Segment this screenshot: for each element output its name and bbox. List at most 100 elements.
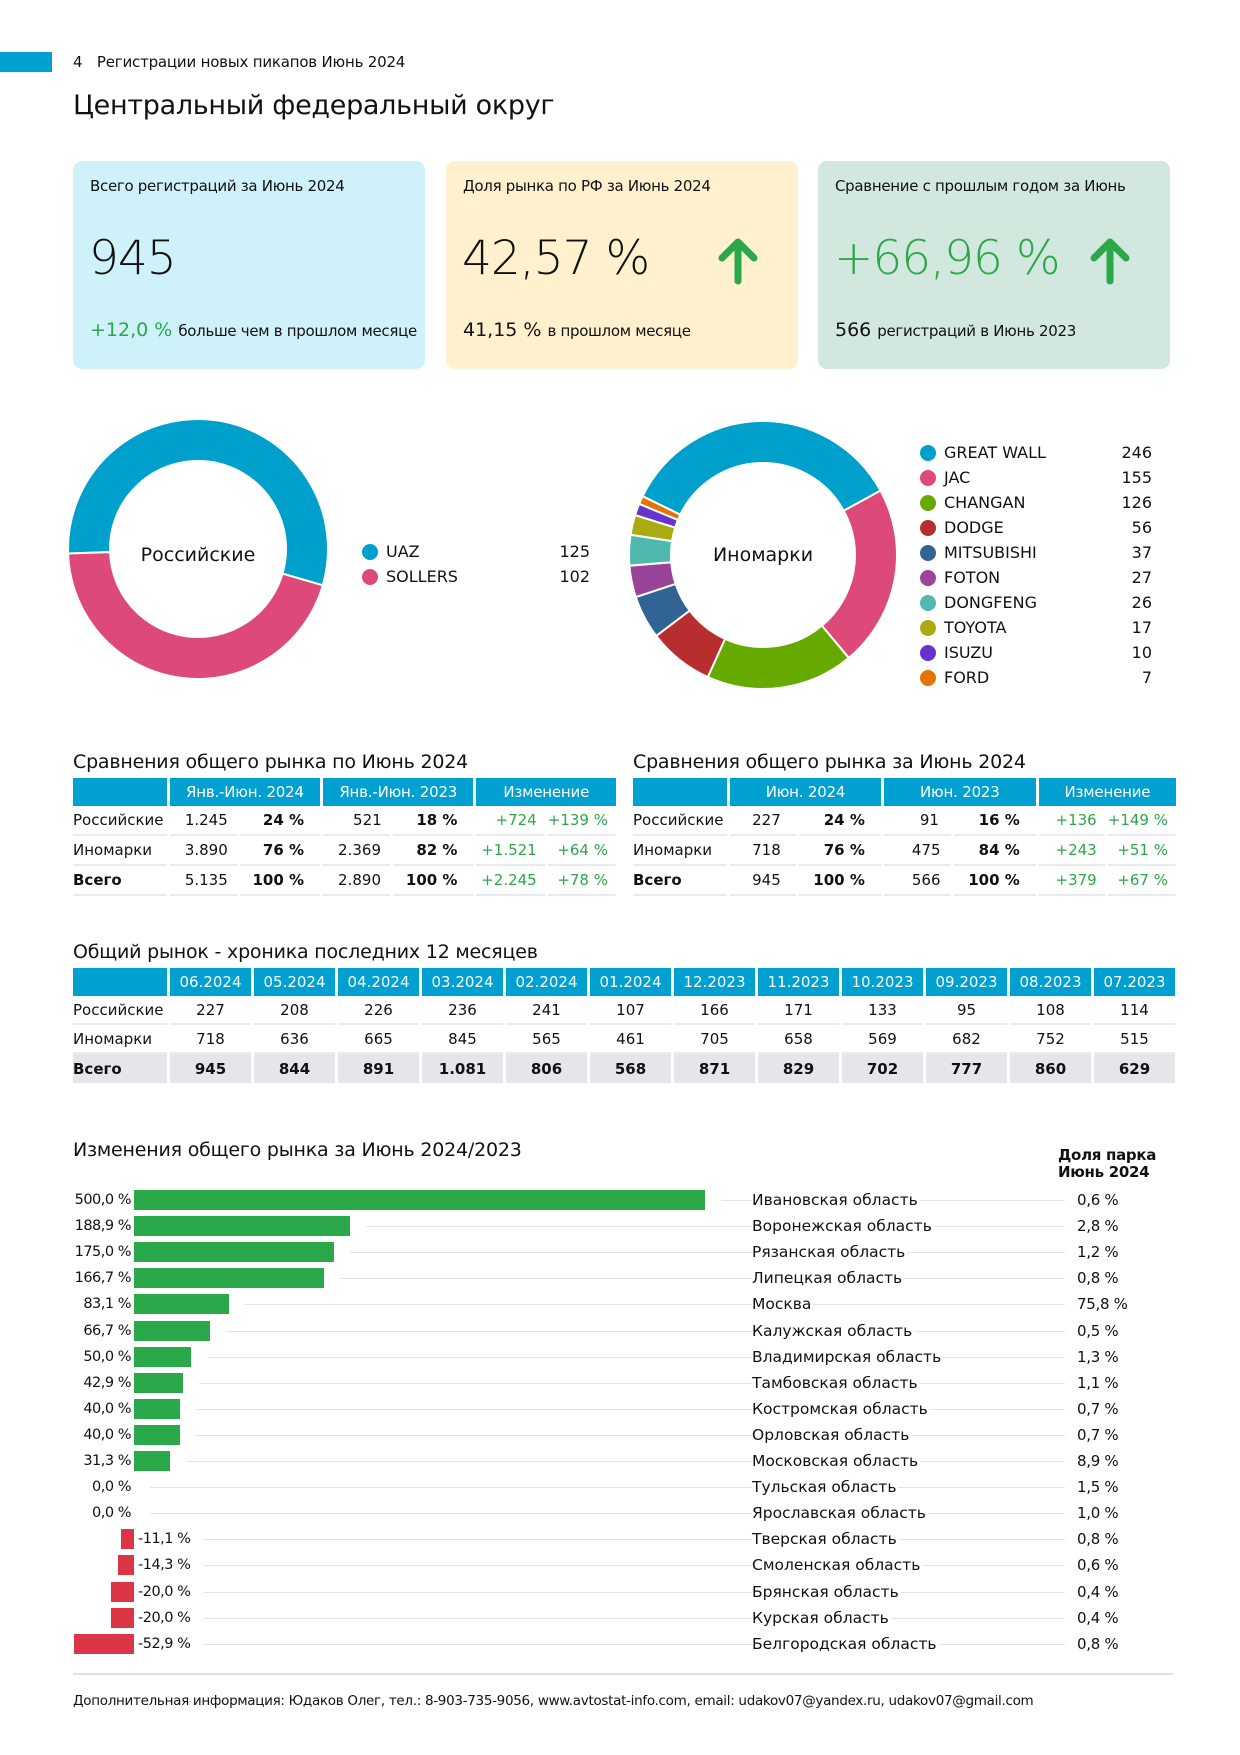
bar: [134, 1424, 180, 1445]
column-header: [73, 778, 167, 806]
cell: 241: [506, 996, 587, 1025]
bar: [134, 1190, 705, 1210]
bar: [134, 1320, 211, 1341]
cell: +139 %: [547, 806, 616, 836]
donut-center-label: Российские: [140, 544, 256, 566]
legend-color-dot: [920, 470, 936, 486]
region-label: Ярославская область: [752, 1503, 928, 1524]
table-row: Иномарки 718 76 % 475 84 % +243 +51 %: [633, 836, 1176, 866]
legend-label: CHANGAN: [944, 493, 1026, 512]
legend-label: JAC: [944, 468, 971, 487]
bar-row: 188,9 % Воронежская область 2,8 %: [0, 1213, 1240, 1239]
legend-item: CHANGAN 126: [920, 490, 1152, 515]
bar-value-label: -52,9 %: [138, 1635, 191, 1652]
cell: 705: [674, 1025, 755, 1054]
card-title: Доля рынка по РФ за Июнь 2024: [463, 177, 711, 195]
card-foot-value: +12,0 %: [90, 319, 173, 341]
cell: +1.521: [476, 836, 545, 866]
cell: +64 %: [547, 836, 616, 866]
card-footer: +12,0 % больше чем в прошлом месяце: [90, 317, 417, 344]
cell: 18 %: [393, 806, 474, 836]
gridline: [226, 1330, 1065, 1332]
cell: 226: [338, 996, 419, 1025]
page-header: 4 Регистрации новых пикапов Июнь 2024: [73, 52, 405, 72]
cell: 166: [674, 996, 755, 1025]
bar-value-label: 31,3 %: [83, 1453, 131, 1469]
cell: +149 %: [1107, 806, 1176, 836]
bar-row: 500,0 % Ивановская область 0,6 %: [0, 1187, 1240, 1213]
donut-slice-changan: [706, 624, 851, 690]
region-label: Ивановская область: [752, 1190, 920, 1210]
gridline: [204, 1539, 1065, 1541]
donut-slice-jac: [820, 489, 898, 660]
bar-row: 42,9 % Тамбовская область 1,1 %: [0, 1370, 1240, 1396]
legend-item: TOYOTA 17: [920, 615, 1152, 640]
card-value: +66,96 %: [834, 231, 1061, 286]
legend-item: DONGFENG 26: [920, 590, 1152, 615]
region-label: Калужская область: [752, 1320, 915, 1341]
share-value: 1,3 %: [1077, 1347, 1119, 1366]
gridline: [204, 1565, 1065, 1567]
region-label: Орловская область: [752, 1424, 912, 1445]
region-label: Костромская область: [752, 1398, 930, 1419]
legend-label: GREAT WALL: [944, 443, 1046, 462]
table-history: 06.2024 05.2024 04.2024 03.2024 02.2024 01.20…: [70, 968, 1178, 1083]
cell: 658: [758, 1025, 839, 1054]
legend-item: UAZ 125: [362, 539, 590, 564]
legend-color-dot: [920, 445, 936, 461]
bar-row: 40,0 % Костромская область 0,7 %: [0, 1396, 1240, 1422]
cell: 24 %: [239, 806, 321, 836]
bar-row: 0,0 % Тульская область 1,5 %: [0, 1474, 1240, 1500]
bar-value-label: -20,0 %: [138, 1583, 191, 1600]
bar-value-label: 40,0 %: [83, 1426, 131, 1443]
bar: [134, 1372, 183, 1393]
bar-value-label: -11,1 %: [138, 1531, 191, 1548]
cell: 24 %: [799, 806, 881, 836]
gridline: [150, 1513, 1065, 1515]
legend-item: FOTON 27: [920, 565, 1152, 590]
kpi-card-total: Всего регистраций за Июнь 2024 945 +12,0…: [73, 161, 425, 369]
share-value: 0,6 %: [1077, 1191, 1119, 1209]
donut-slice-uaz: [67, 418, 329, 587]
bar-value-label: 0,0 %: [92, 1479, 131, 1496]
cell: 945: [730, 866, 797, 896]
cell: 114: [1094, 996, 1175, 1025]
gridline: [207, 1356, 1065, 1358]
row-label: Всего: [633, 866, 728, 896]
card-foot-text: больше чем в прошлом месяце: [178, 322, 417, 340]
column-header-month: 04.2024: [338, 968, 419, 996]
cell: 227: [170, 996, 251, 1025]
gridline: [204, 1591, 1065, 1593]
share-value: 1,1 %: [1077, 1373, 1119, 1392]
share-value: 8,9 %: [1077, 1452, 1119, 1470]
row-label: Всего: [73, 1054, 167, 1083]
gridline: [195, 1408, 1065, 1410]
legend-label: SOLLERS: [386, 567, 458, 586]
cell: 91: [883, 806, 952, 836]
table-month: Июн. 2024 Июн. 2023 Изменение Российские…: [630, 778, 1179, 896]
cell: +243: [1038, 836, 1105, 866]
kpi-card-market-share: Доля рынка по РФ за Июнь 2024 42,57 % 41…: [446, 161, 798, 369]
cell: 636: [254, 1025, 335, 1054]
bar-row: -20,0 % Курская область 0,4 %: [0, 1605, 1240, 1631]
cell: 5.135: [169, 866, 237, 896]
cell: 569: [842, 1025, 923, 1054]
card-title: Всего регистраций за Июнь 2024: [90, 177, 345, 195]
legend-value: 26: [1131, 593, 1152, 612]
column-header: Июн. 2023: [883, 778, 1036, 806]
bar-row: -52,9 % Белгородская область 0,8 %: [0, 1631, 1240, 1657]
column-header: Изменение: [476, 778, 616, 806]
legend-value: 125: [559, 542, 590, 561]
share-value: 0,7 %: [1077, 1399, 1119, 1418]
legend-color-dot: [362, 569, 378, 585]
region-label: Тульская область: [752, 1477, 899, 1498]
bar-row: -20,0 % Брянская область 0,4 %: [0, 1579, 1240, 1605]
legend-item: GREAT WALL 246: [920, 440, 1152, 465]
cell: 777: [926, 1054, 1007, 1083]
donut-slice-ford: [637, 494, 682, 522]
donut-chart-foreign: [628, 420, 898, 690]
table-row: Иномарки 718 636 665 845 565 461 705 658 569 682 75…: [73, 1025, 1175, 1054]
legend-label: FORD: [944, 668, 990, 687]
cell: 629: [1094, 1054, 1175, 1083]
cell: 133: [842, 996, 923, 1025]
